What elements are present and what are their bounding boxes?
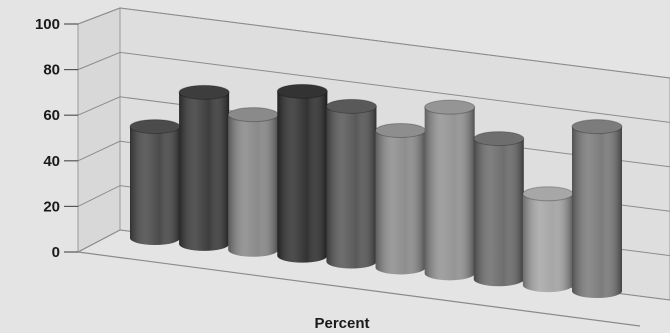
gridline [77, 7, 670, 79]
side-wall [77, 7, 121, 253]
bar [227, 107, 279, 257]
bar-top [227, 107, 279, 123]
bar [424, 99, 476, 281]
bar-shading [522, 193, 573, 293]
bar-shading [572, 126, 622, 298]
bar-shading [130, 126, 180, 245]
bar-top [375, 122, 427, 138]
bar [375, 122, 427, 275]
y-tick-label: 0 [52, 244, 60, 261]
bar [129, 119, 181, 245]
floor-edge [77, 251, 641, 327]
bar-shading [424, 107, 475, 281]
bar-top [571, 119, 623, 135]
bar-shading [326, 106, 377, 269]
y-axis-ticks: 0 20 40 60 80 100 [35, 16, 78, 261]
bar-top [178, 84, 230, 100]
y-tick-label: 20 [43, 198, 60, 215]
bar-shading [228, 114, 279, 257]
bar [522, 186, 574, 293]
bar-top [129, 119, 181, 135]
bar-top [424, 99, 476, 115]
bar [571, 119, 623, 298]
bar-top [473, 131, 525, 147]
y-tick-label: 40 [43, 153, 60, 170]
bar-top [276, 83, 328, 99]
bars [129, 83, 623, 298]
bar [473, 131, 525, 287]
y-tick-label: 60 [43, 107, 60, 124]
x-axis-label: Percent [314, 315, 369, 332]
bar-top [522, 186, 574, 202]
bar-top [325, 98, 377, 114]
bar-shading [179, 92, 230, 251]
bar-shading [473, 138, 524, 287]
gridline [77, 51, 670, 123]
bar [325, 98, 377, 269]
bar-shading [375, 130, 426, 275]
y-tick-label: 100 [35, 16, 60, 33]
y-tick-label: 80 [43, 62, 60, 79]
bar-shading [277, 91, 328, 263]
bar [178, 84, 230, 251]
bar [276, 83, 328, 263]
